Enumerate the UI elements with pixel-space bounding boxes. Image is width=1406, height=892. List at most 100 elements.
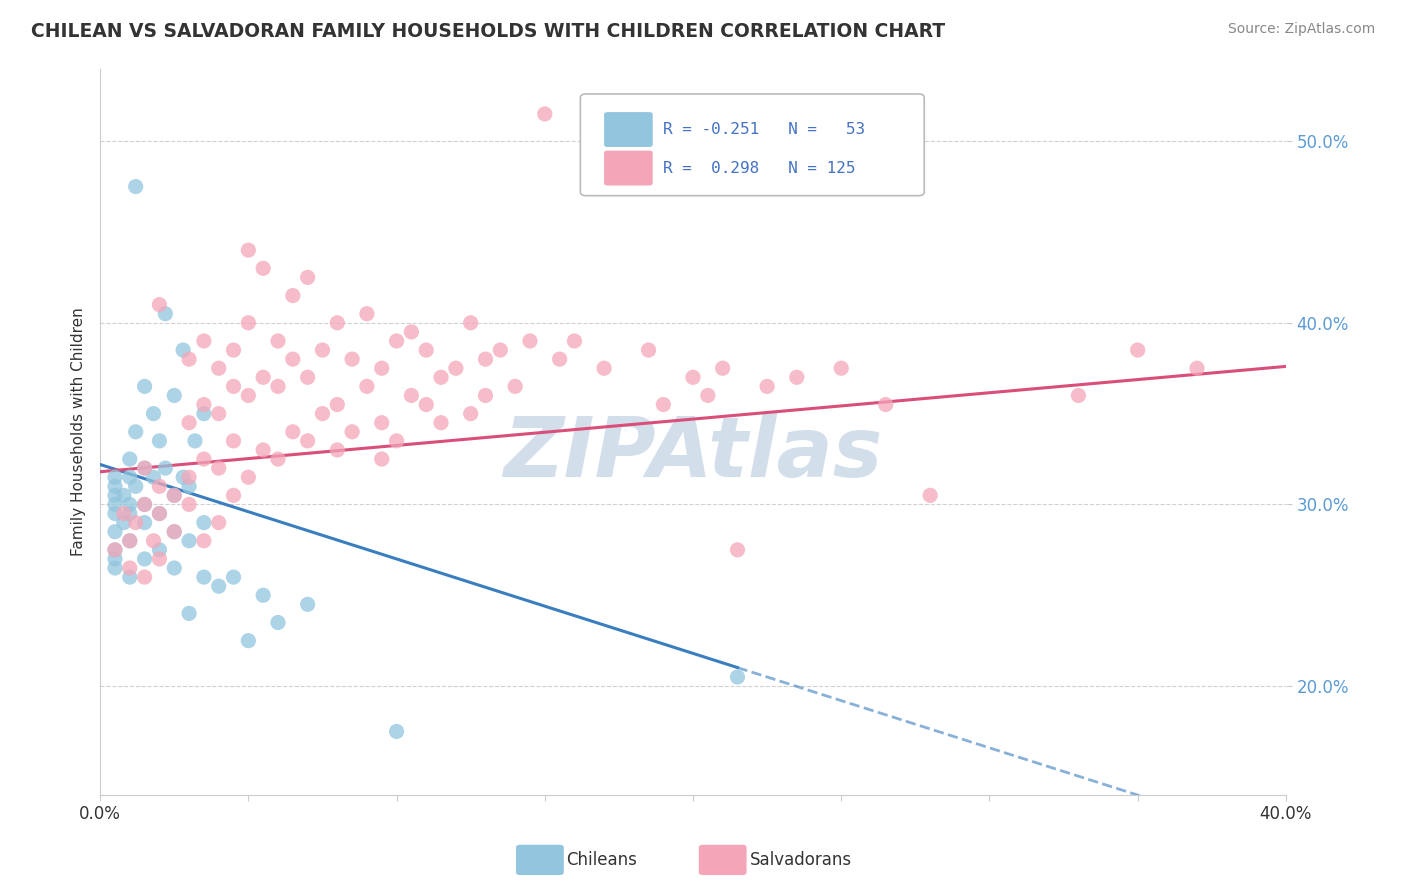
Point — [118, 498, 141, 512]
Point — [148, 542, 170, 557]
Point — [267, 379, 290, 393]
Point — [104, 498, 127, 512]
Point — [148, 507, 170, 521]
Point — [875, 398, 897, 412]
Point — [830, 361, 852, 376]
Point — [340, 425, 363, 439]
Point — [238, 470, 260, 484]
Point — [112, 516, 135, 530]
Point — [112, 488, 135, 502]
Point — [1185, 361, 1208, 376]
Point — [142, 470, 165, 484]
Point — [193, 533, 215, 548]
Point — [177, 607, 200, 621]
Point — [172, 343, 194, 357]
Point — [238, 633, 260, 648]
Point — [208, 461, 231, 475]
Point — [711, 361, 734, 376]
Point — [326, 316, 349, 330]
Point — [163, 561, 186, 575]
Point — [385, 434, 408, 448]
Point — [118, 507, 141, 521]
Point — [401, 388, 423, 402]
FancyBboxPatch shape — [605, 151, 652, 186]
Point — [193, 452, 215, 467]
Point — [134, 461, 156, 475]
Text: R =  0.298   N = 125: R = 0.298 N = 125 — [664, 161, 856, 176]
Point — [519, 334, 541, 348]
Point — [756, 379, 779, 393]
Point — [297, 370, 319, 384]
Point — [177, 352, 200, 367]
Point — [172, 470, 194, 484]
Point — [155, 461, 177, 475]
Point — [252, 370, 274, 384]
Point — [104, 552, 127, 566]
Point — [503, 379, 526, 393]
Point — [252, 442, 274, 457]
Point — [297, 270, 319, 285]
Point — [125, 425, 148, 439]
Point — [222, 379, 245, 393]
Point — [193, 516, 215, 530]
Point — [430, 370, 453, 384]
Point — [193, 407, 215, 421]
Point — [104, 488, 127, 502]
Point — [281, 288, 304, 302]
Point — [238, 316, 260, 330]
Point — [163, 524, 186, 539]
Point — [134, 461, 156, 475]
Point — [208, 579, 231, 593]
Point — [193, 570, 215, 584]
Point — [148, 434, 170, 448]
Point — [184, 434, 207, 448]
Point — [920, 488, 942, 502]
Point — [489, 343, 512, 357]
Point — [564, 334, 586, 348]
Point — [163, 524, 186, 539]
Point — [208, 361, 231, 376]
Point — [786, 370, 808, 384]
Point — [208, 407, 231, 421]
Y-axis label: Family Households with Children: Family Households with Children — [72, 308, 86, 557]
Point — [222, 570, 245, 584]
Point — [104, 507, 127, 521]
Point — [118, 533, 141, 548]
Point — [163, 488, 186, 502]
Point — [430, 416, 453, 430]
Point — [177, 416, 200, 430]
Point — [311, 407, 333, 421]
Point — [696, 388, 718, 402]
Point — [118, 561, 141, 575]
Point — [444, 361, 467, 376]
Point — [104, 470, 127, 484]
Point — [297, 598, 319, 612]
Point — [193, 398, 215, 412]
Point — [238, 243, 260, 257]
Point — [155, 307, 177, 321]
Point — [134, 379, 156, 393]
Point — [222, 434, 245, 448]
Point — [177, 479, 200, 493]
Text: Chileans: Chileans — [567, 851, 637, 869]
Point — [1067, 388, 1090, 402]
Point — [311, 343, 333, 357]
Point — [142, 407, 165, 421]
Point — [118, 470, 141, 484]
Point — [193, 334, 215, 348]
Point — [652, 398, 675, 412]
Point — [125, 179, 148, 194]
Point — [104, 542, 127, 557]
Text: Salvadorans: Salvadorans — [749, 851, 852, 869]
Point — [177, 533, 200, 548]
Point — [460, 316, 482, 330]
Point — [1126, 343, 1149, 357]
Point — [727, 670, 749, 684]
Point — [104, 524, 127, 539]
Point — [118, 570, 141, 584]
Point — [548, 352, 571, 367]
Point — [163, 388, 186, 402]
Point — [134, 498, 156, 512]
Point — [371, 361, 394, 376]
FancyBboxPatch shape — [581, 94, 924, 195]
